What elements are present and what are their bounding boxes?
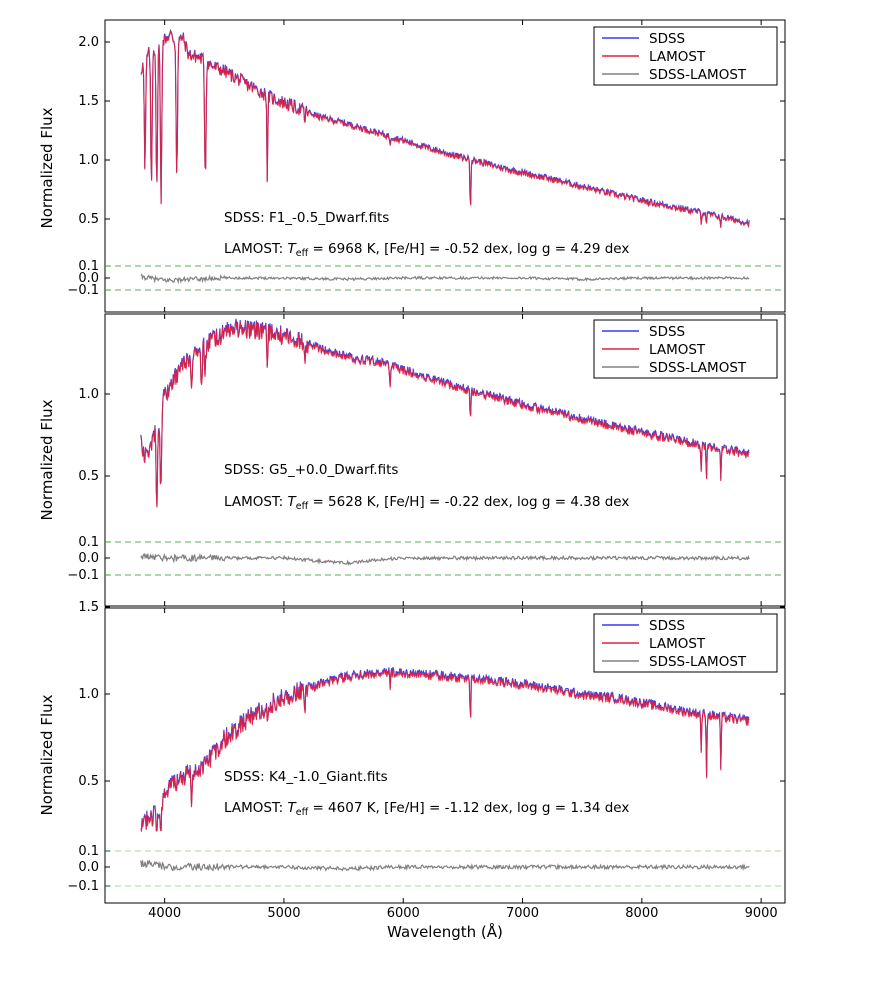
annotation-teff-sub: eff <box>296 807 309 818</box>
ylabel-panel-3: Normalized Flux <box>38 694 56 815</box>
xtick-label-1: 5000 <box>267 906 300 921</box>
ytick-label-1-2: 1.5 <box>78 94 99 109</box>
annotation-lamost-rest: = 4607 K, [Fe/H] = -1.12 dex, log g = 1.… <box>308 800 629 816</box>
annotation-lamost-prefix: LAMOST: <box>224 494 288 510</box>
legend-label-1-0: SDSS <box>649 31 685 47</box>
series-residual-3 <box>140 859 750 872</box>
legend-label-3-0: SDSS <box>649 618 685 634</box>
x-axis: 4000 5000 6000 7000 8000 9000 <box>148 906 778 921</box>
res-ytick-label-2-2: 0.1 <box>78 535 99 550</box>
res-ytick-label-3-1: 0.0 <box>78 860 99 875</box>
annotation-lamost-rest: = 6968 K, [Fe/H] = -0.52 dex, log g = 4.… <box>308 241 629 257</box>
panel-3-frame <box>104 607 786 904</box>
legend-label-3-1: LAMOST <box>649 636 706 652</box>
legend-label-2-0: SDSS <box>649 324 685 340</box>
panel-1: 0.5 1.0 1.5 2.0 −0.10.00.1 SDSS: F1_-0.5_Dwar… <box>67 19 786 313</box>
res-ytick-label-3-0: −0.1 <box>67 879 99 894</box>
panel-1-frame <box>104 19 786 313</box>
res-ytick-label-2-0: −0.1 <box>67 568 99 583</box>
xtick-label-0: 4000 <box>148 906 181 921</box>
ytick-label-3-2: 1.5 <box>78 600 99 615</box>
res-ytick-label-3-2: 0.1 <box>78 844 99 859</box>
annotation-teff-sub: eff <box>296 501 309 512</box>
legend-2: SDSS LAMOST SDSS-LAMOST <box>593 319 778 379</box>
legend-label-1-1: LAMOST <box>649 49 706 65</box>
series-residual-1 <box>140 273 750 285</box>
legend-label-2-1: LAMOST <box>649 342 706 358</box>
panel-2: 0.5 1.0 −0.1 0.00.1 SDSS: G5_+0.0_Dwarf.fits… <box>67 313 786 607</box>
annotation-lamost-prefix: LAMOST: <box>224 241 288 257</box>
series-residual-2 <box>140 552 750 566</box>
xtick-label-4: 8000 <box>625 906 658 921</box>
ytick-label-1-0: 0.5 <box>78 212 99 227</box>
legend-3: SDSS LAMOST SDSS-LAMOST <box>593 613 778 673</box>
annotation-sdss-3: SDSS: K4_-1.0_Giant.fits <box>224 769 388 785</box>
panel-3: 0.5 1.0 1.5 −0.1 0.00.1 SDSS: K4_-1.0_Giant.f… <box>67 600 786 904</box>
annotation-sdss-2: SDSS: G5_+0.0_Dwarf.fits <box>224 462 398 478</box>
annotation-lamost-3: LAMOST: Teff = 4607 K, [Fe/H] = -1.12 de… <box>224 800 629 818</box>
ylabel-panel-2: Normalized Flux <box>38 399 56 520</box>
series-lamost-1 <box>140 30 750 229</box>
legend-label-2-2: SDSS-LAMOST <box>649 360 747 376</box>
x-axis-title: Wavelength (Å) <box>387 922 503 941</box>
res-ytick-label-1-2: 0.1 <box>78 259 99 274</box>
res-ytick-label-1-0: −0.1 <box>67 283 99 298</box>
xtick-label-5: 9000 <box>745 906 778 921</box>
ytick-label-2-1: 1.0 <box>78 387 99 402</box>
ytick-label-1-3: 2.0 <box>78 35 99 50</box>
ytick-label-2-0: 0.5 <box>78 469 99 484</box>
xtick-label-3: 7000 <box>506 906 539 921</box>
annotation-sdss-1: SDSS: F1_-0.5_Dwarf.fits <box>224 210 389 226</box>
ytick-label-1-1: 1.0 <box>78 153 99 168</box>
series-lamost-3 <box>140 668 750 833</box>
annotation-teff-sub: eff <box>296 248 309 259</box>
annotation-lamost-2: LAMOST: Teff = 5628 K, [Fe/H] = -0.22 de… <box>224 494 629 512</box>
ytick-label-3-1: 1.0 <box>78 687 99 702</box>
panel-2-frame <box>104 313 786 607</box>
ylabel-panel-1: Normalized Flux <box>38 107 56 228</box>
series-lamost-2 <box>140 320 750 508</box>
annotation-lamost-rest: = 5628 K, [Fe/H] = -0.22 dex, log g = 4.… <box>308 494 629 510</box>
legend-label-3-2: SDSS-LAMOST <box>649 654 747 670</box>
ytick-label-3-0: 0.5 <box>78 774 99 789</box>
res-ytick-label-2-1: 0.0 <box>78 551 99 566</box>
annotation-lamost-prefix: LAMOST: <box>224 800 288 816</box>
series-sdss-1 <box>140 28 750 228</box>
legend-label-1-2: SDSS-LAMOST <box>649 67 747 83</box>
annotation-teff-symbol: T <box>288 241 298 257</box>
annotation-lamost-1: LAMOST: Teff = 6968 K, [Fe/H] = -0.52 de… <box>224 241 629 259</box>
legend-1: SDSS LAMOST SDSS-LAMOST <box>593 26 778 86</box>
annotation-teff-symbol: T <box>288 800 298 816</box>
annotation-teff-symbol: T <box>288 494 298 510</box>
xtick-label-2: 6000 <box>387 906 420 921</box>
res-ytick-label-1-1: 0.0 <box>78 271 99 286</box>
